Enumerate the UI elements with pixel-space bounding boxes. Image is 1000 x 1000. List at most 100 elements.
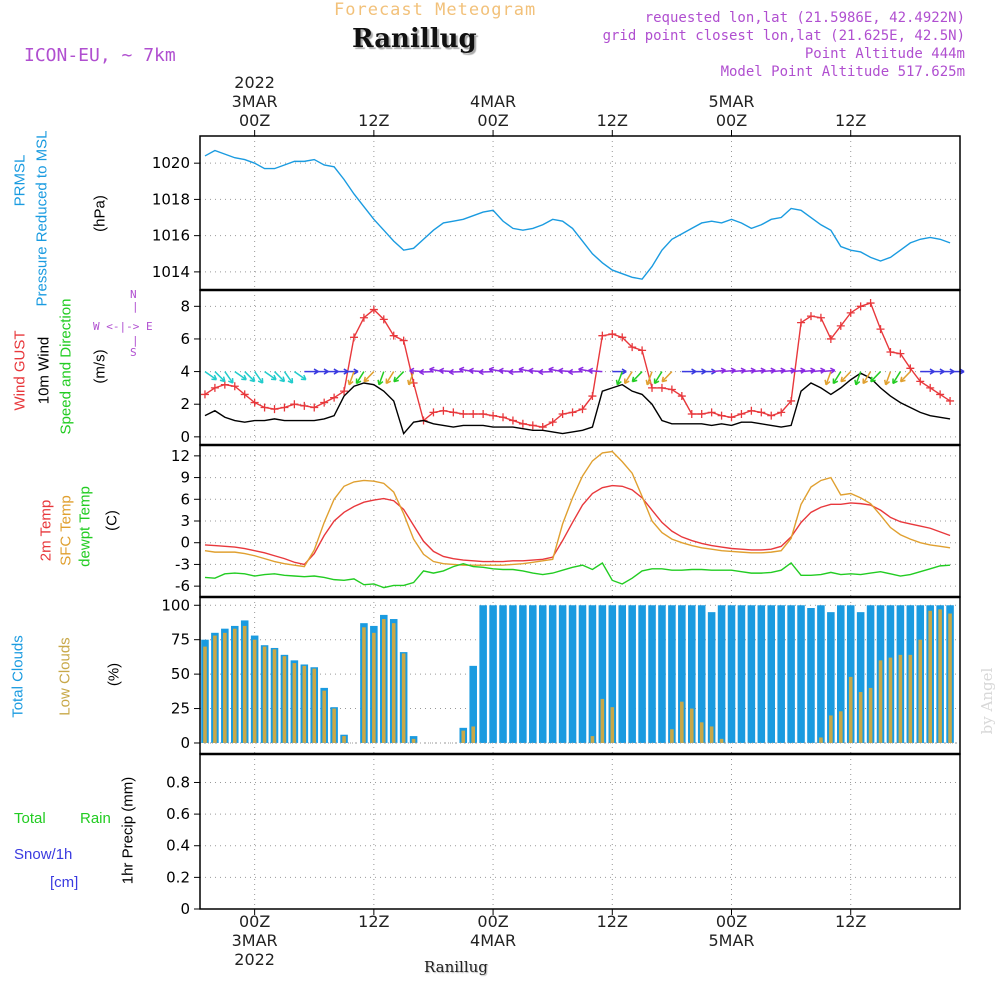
- gust-marker: [588, 392, 597, 401]
- total-cloud-bar: [618, 605, 626, 743]
- precip-tick-label: 0.4: [166, 837, 190, 855]
- point-altitude: Point Altitude 444m: [804, 46, 965, 62]
- gust-marker: [926, 383, 935, 392]
- wind-direction-arrow: [820, 369, 835, 373]
- temp-tick-label: -6: [175, 577, 190, 595]
- wind-direction-arrow: [355, 371, 365, 384]
- low-cloud-bar: [242, 625, 247, 743]
- total-cloud-bar: [608, 605, 617, 743]
- precip-snow-unit: [cm]: [50, 874, 79, 891]
- temp-tick-label: 6: [180, 490, 190, 508]
- low-cloud-bar: [362, 627, 366, 743]
- temp-tick-label: 9: [180, 469, 190, 487]
- low-cloud-bar: [282, 656, 287, 743]
- wind-arrow-head: [407, 379, 414, 386]
- total-cloud-bar: [787, 605, 795, 743]
- wind-direction-arrow: [791, 369, 806, 373]
- low-cloud-bar: [948, 613, 952, 743]
- precip-total-label: Total: [14, 810, 46, 827]
- compass-s: S: [130, 346, 137, 359]
- wind-arrow-head: [568, 368, 574, 376]
- gust-marker: [479, 410, 488, 418]
- wind-direction-arrow: [761, 369, 776, 373]
- total-cloud-bar: [777, 605, 785, 743]
- gust-marker: [568, 408, 577, 417]
- gust-marker: [389, 331, 398, 340]
- total-cloud-bar: [648, 605, 656, 743]
- wind-arrow-head: [409, 367, 415, 375]
- gust-marker: [638, 346, 647, 355]
- wind-arrow-head: [393, 376, 399, 383]
- top-time-label: 12Z: [572, 111, 652, 130]
- total-cloud-bar: [489, 605, 497, 743]
- gust-marker: [846, 308, 855, 317]
- wind-direction-arrow: [214, 371, 226, 383]
- total-cloud-bar: [827, 612, 835, 743]
- wind-arrow-head: [621, 368, 627, 375]
- gust-marker: [359, 313, 368, 322]
- gust-marker: [806, 312, 815, 321]
- time-label-line: 5MAR: [708, 92, 755, 111]
- pressure-tick-label: 1014: [152, 263, 190, 281]
- wind-direction-arrow: [855, 371, 862, 385]
- gust-marker: [330, 393, 339, 402]
- wind-direction-arrow: [731, 369, 746, 373]
- low-cloud-bar: [600, 698, 605, 743]
- low-cloud-bar: [401, 653, 406, 743]
- precip-tick-label: 0.6: [166, 805, 190, 823]
- low-cloud-bar: [292, 663, 297, 743]
- chart-type-title: Forecast Meteogram: [334, 0, 537, 20]
- gust-marker: [946, 396, 955, 405]
- bottom-time-label: 12Z: [811, 912, 891, 931]
- wind-arrow-head: [892, 378, 898, 385]
- total-cloud-bar: [598, 605, 607, 743]
- wind-direction-arrow: [800, 369, 816, 373]
- time-label-line: 00Z: [477, 111, 509, 130]
- wind-arrow-head: [429, 366, 435, 373]
- total-cloud-bar: [817, 605, 825, 743]
- compass-s-tick: |: [132, 334, 139, 347]
- total-cloud-bar: [479, 605, 487, 743]
- wind-direction-arrow: [661, 371, 673, 383]
- precip-rain-label: Rain: [80, 810, 111, 827]
- gust-marker: [777, 408, 786, 417]
- gust-marker: [260, 403, 269, 412]
- total-cloud-bar: [558, 605, 567, 743]
- wind-direction-arrow: [254, 371, 264, 384]
- low-cloud-bar: [223, 632, 227, 743]
- total-cloud-bar: [856, 612, 865, 743]
- bottom-time-label: 00Z 5MAR: [692, 912, 772, 950]
- gust-marker: [340, 387, 349, 396]
- total-cloud-bar: [668, 605, 676, 743]
- requested-point: requested lon,lat (21.5986E, 42.4922N): [644, 10, 965, 26]
- total-cloud-bar: [837, 605, 845, 743]
- gust-marker: [200, 390, 209, 399]
- gust-marker: [528, 421, 537, 430]
- low-cloud-bar: [868, 687, 873, 743]
- gust-marker: [866, 299, 875, 308]
- wind-arrow-head: [528, 367, 534, 375]
- total-cloud-bar: [846, 605, 855, 743]
- gust-marker: [707, 408, 716, 417]
- wind-direction-arrow: [616, 371, 623, 385]
- wind-arrow-head: [558, 367, 564, 375]
- low-cloud-bar: [928, 610, 932, 743]
- wind-arrow-head: [478, 368, 484, 376]
- total-cloud-bar: [628, 605, 636, 743]
- wind-arrow-head: [508, 368, 514, 376]
- time-label-line: 12Z: [596, 111, 628, 130]
- wind-arrow-head: [824, 379, 831, 386]
- temp-panel: -6 -3 0 3 6 9 12: [171, 444, 961, 598]
- 2m-temp-line: [204, 484, 951, 566]
- low-cloud-bar: [213, 635, 217, 743]
- wind-arrow-head: [661, 376, 668, 383]
- cloud-panel: 0 25 50 75 100: [161, 596, 961, 755]
- wind-direction-arrow: [393, 371, 405, 383]
- wind-arrow-head: [548, 366, 554, 373]
- wind-direction-arrow: [721, 369, 736, 373]
- low-cloud-bar: [680, 701, 684, 743]
- low-cloud-bar: [471, 726, 475, 743]
- gust-marker: [667, 385, 676, 394]
- wind-tick-label: 0: [180, 428, 190, 446]
- cloud-tick-label: 75: [171, 631, 190, 649]
